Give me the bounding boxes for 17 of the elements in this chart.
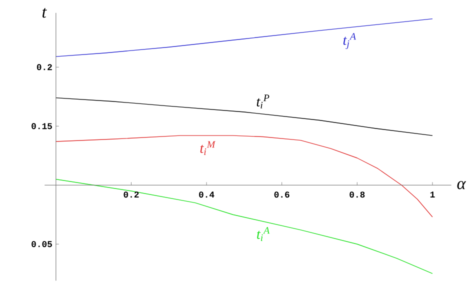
x-tick-label: 0.2 [124,192,139,198]
line-series [56,135,433,218]
series-label: t$_{i}$P [256,94,270,109]
x-tick-label: 1 [430,192,435,198]
y-tick-label: 0.2 [36,64,52,70]
x-tick-label: 0.4 [199,192,214,198]
x-tick-label: 0.6 [274,192,290,198]
line-series [56,179,433,274]
y-axis-title: t [42,8,47,18]
series-label: t$_{i}$A [257,227,270,242]
x-tick-label: 0.8 [350,192,365,198]
line-series [56,18,433,58]
series-label: t$_{i}$M [200,141,216,156]
y-tick-label: 0.15 [32,123,52,130]
x-axis-title: α [457,181,466,190]
series-label: t$_{j}$A [343,33,356,50]
y-tick-label: 0.05 [32,241,52,248]
